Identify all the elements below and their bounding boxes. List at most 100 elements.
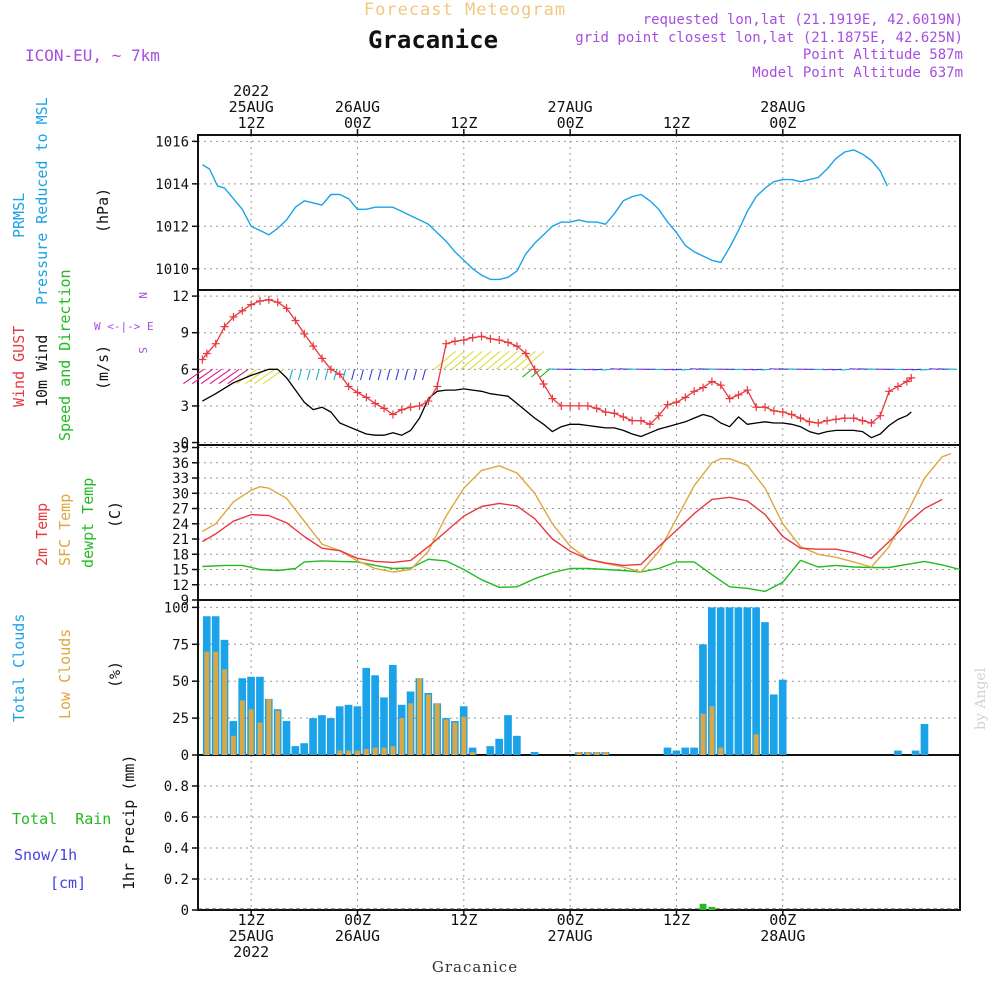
wind-gust-line [201, 299, 912, 425]
total-cloud-bar [707, 607, 716, 755]
time-label-top: 00Z [557, 114, 584, 132]
wind-direction-arrow [413, 369, 418, 381]
wind-gust-marker [672, 398, 681, 407]
compass-west-east: W <-|-> E [94, 320, 154, 333]
wind-gust-marker [761, 403, 770, 412]
low-cloud-bar [709, 706, 715, 755]
total-cloud-bar [770, 694, 778, 755]
time-label-top: 2022 [233, 82, 269, 100]
precip-label-unit: 1hr Precip (mm) [120, 755, 138, 890]
wind-gust-marker [734, 390, 743, 399]
wind-gust-marker [406, 403, 415, 412]
wind-direction-arrow [324, 369, 329, 381]
wind-gust-marker [344, 382, 353, 391]
wind-gust-marker [752, 403, 761, 412]
wind-gust-marker [592, 404, 601, 413]
wind-direction-arrow [504, 350, 527, 370]
time-label-bottom: 27AUG [548, 927, 593, 945]
wind-direction-arrow [920, 368, 931, 371]
page-title: Gracanice [368, 26, 498, 54]
wind-gust-marker [198, 355, 207, 364]
time-label-bottom: 12Z [450, 911, 477, 929]
total-cloud-bar [282, 721, 291, 755]
wind-gust-marker [433, 382, 442, 391]
time-label-bottom: 2022 [233, 943, 269, 961]
total-cloud-bar [468, 747, 477, 755]
total-cloud-bar [530, 752, 539, 755]
ytick-label-wind: 6 [181, 362, 189, 378]
wind-gust-marker [814, 419, 823, 428]
wind-direction-arrow [386, 369, 391, 381]
wind-direction-arrow [752, 368, 763, 371]
wind-direction-arrow [487, 350, 510, 370]
plot-area: 1010101210141016036912912151821242730333… [155, 82, 961, 961]
wind-direction-arrow [938, 368, 949, 370]
total-cloud-bar [513, 735, 521, 755]
wind-gust-marker [468, 333, 477, 342]
meteogram-subtitle: Forecast Meteogram [364, 0, 566, 20]
wind-direction-arrow [840, 368, 851, 371]
low-cloud-bar [346, 750, 352, 755]
ytick-label-wind: 0 [181, 436, 189, 452]
wind-gust-marker [238, 306, 247, 315]
wind-gust-marker [907, 373, 916, 382]
low-cloud-bar [603, 752, 609, 755]
wind-direction-arrow [690, 368, 701, 370]
wind-direction-arrow [619, 368, 630, 370]
total-cloud-bar [894, 750, 902, 755]
ytick-label-precip: 0.4 [164, 841, 189, 857]
wind-gust-marker [229, 312, 238, 321]
wind-gust-marker [619, 412, 628, 421]
low-cloud-bar [381, 747, 387, 755]
total-cloud-bar [371, 675, 379, 755]
wind-speed-line [202, 368, 912, 439]
wind-gust-marker [796, 414, 805, 423]
time-label-bottom: 26AUG [335, 927, 380, 945]
wind-direction-arrow [421, 369, 426, 381]
wind-gust-marker [690, 387, 699, 396]
temperature-labels: 2m Temp SFC Temp dewpt Temp (C) [33, 478, 124, 568]
total-cloud-bar [743, 607, 752, 755]
ytick-label-precip: 0 [181, 903, 189, 919]
wind-gust-marker [353, 388, 362, 397]
panel-frame-pressure [197, 134, 961, 291]
time-label-top: 12Z [663, 114, 690, 132]
wind-gust-marker [282, 304, 291, 313]
total-cloud-bar [256, 676, 264, 755]
cloud-labels: Total Clouds Low Clouds (%) [10, 614, 124, 722]
wind-direction-arrow [404, 369, 409, 381]
time-label-bottom: 12Z [663, 911, 690, 929]
wind-direction-arrow [601, 368, 612, 371]
total-cloud-bar [291, 746, 300, 755]
wind-direction-arrow [368, 369, 373, 381]
wind-gust-marker [521, 349, 530, 358]
low-cloud-bar [257, 722, 263, 755]
ytick-label-wind: 9 [181, 326, 189, 342]
wind-direction-arrow [433, 350, 457, 370]
time-label-bottom: 12Z [238, 911, 265, 929]
ytick-label-temperature: 33 [172, 471, 189, 487]
wind-labels: Wind GUST 10m Wind Speed and Direction (… [10, 269, 154, 441]
total-cloud-bar [672, 750, 681, 755]
total-cloud-bar [362, 667, 371, 755]
time-label-top: 00Z [344, 114, 371, 132]
wind-gust-marker [743, 386, 752, 395]
wind-direction-arrow [306, 369, 311, 381]
precip-label-cm: [cm] [50, 874, 86, 892]
sfc-temp-line [202, 452, 952, 573]
wind-direction-arrow [351, 369, 356, 381]
total-cloud-bar [681, 747, 690, 755]
wind-direction-arrow [539, 368, 550, 378]
wind-gust-marker [823, 416, 832, 425]
total-cloud-bar [716, 607, 725, 755]
pressure-label-prmsl: PRMSL [10, 193, 28, 238]
wind-direction-arrow [513, 350, 536, 370]
low-cloud-bar [248, 709, 254, 755]
wind-direction-arrow [610, 368, 621, 370]
requested-coords: requested lon,lat (21.1919E, 42.6019N) [643, 12, 963, 28]
low-cloud-bar [213, 651, 219, 755]
wind-gust-marker [291, 316, 300, 325]
pressure-line [202, 149, 888, 281]
time-label-bottom: 00Z [769, 911, 796, 929]
time-label-top: 27AUG [548, 98, 593, 116]
